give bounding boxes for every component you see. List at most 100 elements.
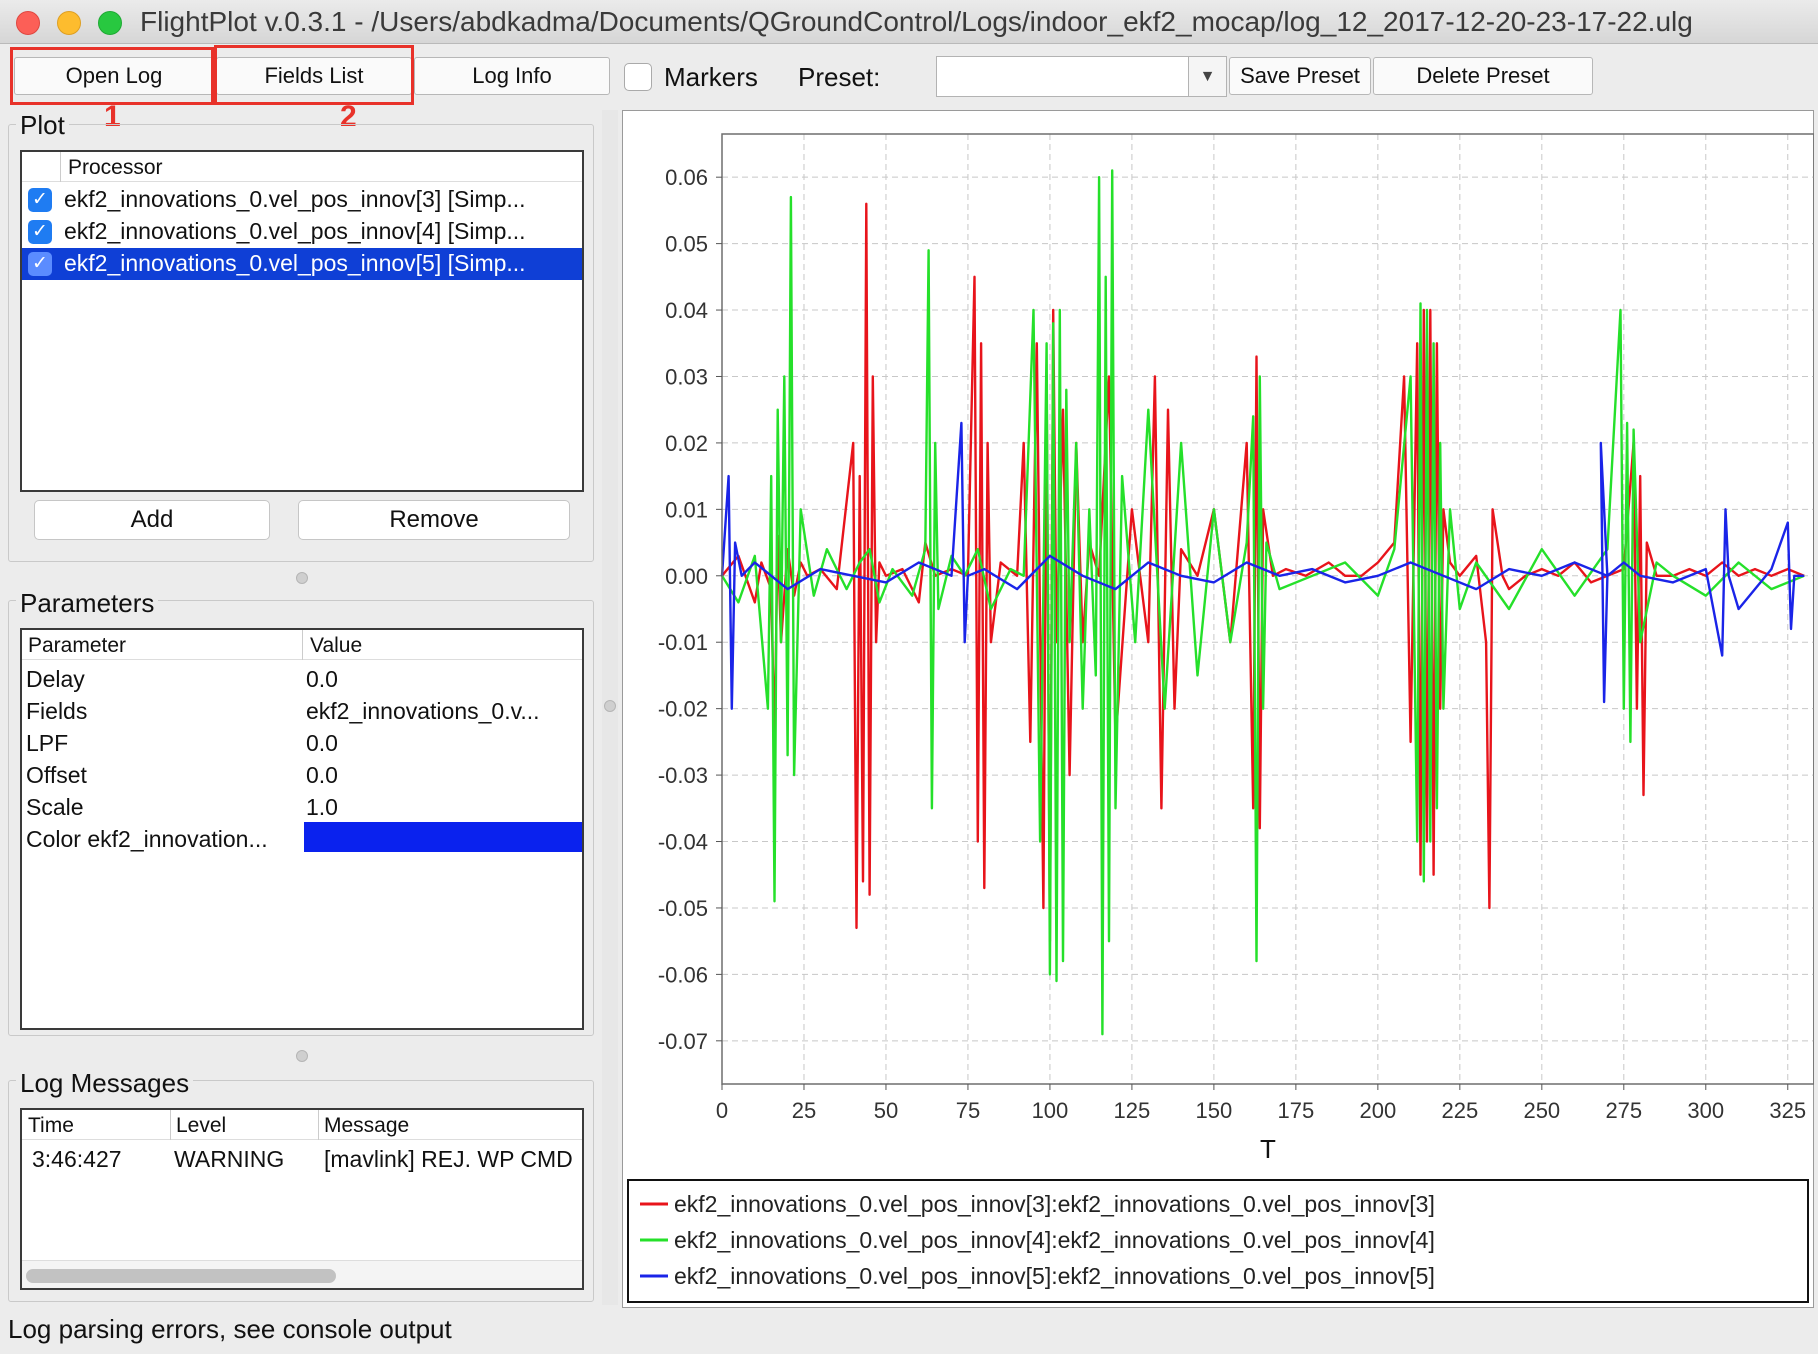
- time-column-header: Time: [28, 1114, 74, 1138]
- parameter-name: Delay: [26, 666, 85, 692]
- x-tick-label: 275: [1605, 1098, 1642, 1123]
- markers-checkbox[interactable]: [624, 63, 652, 91]
- log-message: [mavlink] REJ. WP CMD: [324, 1146, 573, 1172]
- x-tick-label: 150: [1196, 1098, 1233, 1123]
- y-tick-label: -0.07: [658, 1029, 708, 1054]
- y-tick-label: 0.00: [665, 564, 708, 589]
- processor-row[interactable]: ✓ ekf2_innovations_0.vel_pos_innov[4] [S…: [22, 216, 582, 248]
- legend: [627, 1179, 1809, 1303]
- log-time: 3:46:427: [32, 1146, 122, 1172]
- open-log-button[interactable]: Open Log: [14, 57, 214, 95]
- y-tick-label: -0.04: [658, 830, 708, 855]
- message-column-header: Message: [324, 1114, 410, 1138]
- parameter-value[interactable]: 1.0: [306, 794, 338, 820]
- y-tick-label: -0.03: [658, 763, 708, 788]
- legend-entry: ekf2_innovations_0.vel_pos_innov[5]:ekf2…: [674, 1263, 1435, 1289]
- legend-entry: ekf2_innovations_0.vel_pos_innov[3]:ekf2…: [674, 1191, 1435, 1217]
- save-preset-button[interactable]: Save Preset: [1229, 57, 1371, 95]
- y-tick-label: 0.01: [665, 497, 708, 522]
- x-tick-label: 100: [1032, 1098, 1069, 1123]
- processor-row-selected[interactable]: ✓ ekf2_innovations_0.vel_pos_innov[5] [S…: [22, 248, 582, 280]
- x-tick-label: 300: [1687, 1098, 1724, 1123]
- color-swatch[interactable]: [304, 822, 582, 852]
- add-button[interactable]: Add: [34, 500, 270, 540]
- annotation-box-2: [214, 45, 414, 105]
- legend-entry: ekf2_innovations_0.vel_pos_innov[4]:ekf2…: [674, 1227, 1435, 1253]
- y-tick-label: 0.03: [665, 364, 708, 389]
- checkbox-checked-icon[interactable]: ✓: [28, 188, 52, 212]
- line-chart[interactable]: 0.06 0.05 0.04 0.03 0.02 0.01 0.00 -0.01 -0.02 -0…: [622, 110, 1814, 1308]
- parameter-name: LPF: [26, 730, 69, 756]
- level-column-header: Level: [176, 1114, 227, 1138]
- split-pane-divider-handle[interactable]: [604, 700, 616, 712]
- checkbox-checked-icon[interactable]: ✓: [28, 220, 52, 244]
- processor-label: ekf2_innovations_0.vel_pos_innov[5] [Sim…: [64, 250, 526, 276]
- delete-preset-button[interactable]: Delete Preset: [1373, 57, 1593, 95]
- y-tick-label: -0.05: [658, 896, 708, 921]
- status-bar-text: Log parsing errors, see console output: [8, 1314, 452, 1344]
- processor-column-header: Processor: [68, 156, 163, 180]
- y-tick-label: 0.05: [665, 232, 708, 257]
- window-title: FlightPlot v.0.3.1 - /Users/abdkadma/Doc…: [140, 6, 1693, 37]
- log-messages-panel: [8, 1080, 594, 1302]
- split-pane-divider-handle[interactable]: [296, 572, 308, 584]
- split-pane-divider-handle[interactable]: [296, 1050, 308, 1062]
- log-messages-title: Log Messages: [16, 1068, 194, 1099]
- processor-label: ekf2_innovations_0.vel_pos_innov[4] [Sim…: [64, 218, 526, 244]
- parameter-value[interactable]: 0.0: [306, 730, 338, 756]
- x-tick-label: 325: [1769, 1098, 1806, 1123]
- parameter-column-header: Parameter: [28, 634, 127, 658]
- processor-row[interactable]: ✓ ekf2_innovations_0.vel_pos_innov[3] [S…: [22, 184, 582, 216]
- value-column-header: Value: [310, 634, 363, 658]
- processor-table-header: Processor: [22, 152, 582, 182]
- y-tick-label: 0.06: [665, 165, 708, 190]
- series-line-2: [720, 421, 1805, 710]
- chevron-down-icon[interactable]: ▼: [1188, 57, 1226, 96]
- x-axis-label: T: [1260, 1134, 1276, 1164]
- log-info-button[interactable]: Log Info: [414, 57, 610, 95]
- processor-table: Processor ✓ ekf2_innovations_0.vel_pos_i…: [20, 150, 584, 492]
- parameters-panel: [8, 600, 594, 1036]
- parameter-value[interactable]: ekf2_innovations_0.v...: [306, 698, 540, 724]
- parameters-panel-title: Parameters: [16, 588, 159, 619]
- scrollbar-thumb[interactable]: [26, 1269, 336, 1283]
- remove-button[interactable]: Remove: [298, 500, 570, 540]
- vertical-split-divider[interactable]: [602, 110, 618, 1305]
- log-messages-table: Time Level Message 3:46:427 WARNING [mav…: [20, 1108, 584, 1290]
- x-tick-label: 25: [792, 1098, 816, 1123]
- parameter-name: Scale: [26, 794, 84, 820]
- parameters-table: Parameter Value Delay 0.0 Fields ekf2_in…: [20, 628, 584, 1030]
- log-table-header: Time Level Message: [22, 1110, 582, 1140]
- minimize-window-button[interactable]: [57, 11, 81, 35]
- parameters-table-header: Parameter Value: [22, 630, 582, 660]
- x-tick-label: 175: [1278, 1098, 1315, 1123]
- y-tick-label: -0.02: [658, 697, 708, 722]
- y-tick-label: 0.02: [665, 431, 708, 456]
- x-tick-label: 75: [956, 1098, 980, 1123]
- preset-label: Preset:: [798, 62, 881, 92]
- x-tick-label: 0: [716, 1098, 728, 1123]
- x-tick-label: 225: [1441, 1098, 1478, 1123]
- parameter-name: Color ekf2_innovation...: [26, 826, 268, 852]
- preset-select[interactable]: ▼: [936, 56, 1227, 97]
- x-tick-label: 50: [874, 1098, 898, 1123]
- parameter-name: Fields: [26, 698, 88, 724]
- parameter-value[interactable]: 0.0: [306, 666, 338, 692]
- fields-list-button[interactable]: Fields List: [216, 57, 412, 95]
- plot-panel: [8, 124, 594, 562]
- horizontal-scrollbar[interactable]: [22, 1260, 582, 1288]
- close-window-button[interactable]: [16, 11, 40, 35]
- y-tick-label: -0.01: [658, 630, 708, 655]
- annotation-box-1: [10, 47, 214, 105]
- markers-label: Markers: [664, 62, 758, 92]
- x-tick-label: 125: [1114, 1098, 1151, 1123]
- plot-panel-title: Plot: [16, 110, 69, 141]
- x-tick-label: 200: [1359, 1098, 1396, 1123]
- y-tick-label: -0.06: [658, 962, 708, 987]
- log-level: WARNING: [174, 1146, 285, 1172]
- checkbox-checked-icon[interactable]: ✓: [28, 252, 52, 276]
- x-tick-label: 250: [1523, 1098, 1560, 1123]
- series-line-0: [721, 202, 1805, 943]
- parameter-value[interactable]: 0.0: [306, 762, 338, 788]
- maximize-window-button[interactable]: [98, 11, 122, 35]
